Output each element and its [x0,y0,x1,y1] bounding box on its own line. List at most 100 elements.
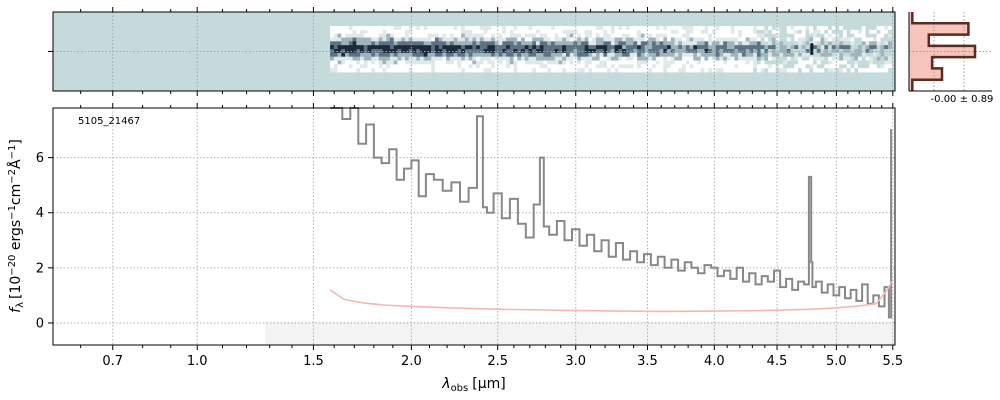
spectrum-2d-pixel-194 [389,33,395,38]
spectrum-2d-pixel-1683 [854,37,859,42]
spectrum-2d-pixel-857 [595,45,601,50]
spectrum-2d-pixel-1698 [857,49,863,54]
spectrum-2d-pixel-1236 [715,26,720,31]
spectrum-2d-pixel-399 [453,37,458,42]
spectrum-2d-pixel-586 [509,64,514,69]
spectrum-2d-pixel-46 [341,64,346,69]
spectrum-2d-pixel-230 [401,33,406,38]
spectrum-2d-pixel-1297 [734,29,739,35]
spectrum-2d-pixel-1326 [741,49,747,54]
spectrum-2d-pixel-224 [397,56,402,61]
spectrum-2d-pixel-1475 [786,68,792,73]
spectrum-2d-pixel-460 [472,41,477,46]
spectrum-2d-pixel-68 [348,56,353,61]
spectrum-2d-pixel-1062 [659,49,664,54]
spectrum-2d-pixel-391 [449,52,455,58]
spectrum-2d-pixel-1335 [745,37,750,42]
spectrum-2d-pixel-748 [562,41,567,46]
spectrum-2d-pixel-275 [412,68,417,73]
spectrum-2d-pixel-117 [363,60,368,65]
spectrum-2d-pixel-314 [427,33,432,38]
spectrum-2d-pixel-1543 [809,52,814,58]
spectrum-2d-pixel-1574 [820,33,825,38]
spectrum-2d-pixel-440 [464,56,470,61]
spectrum-2d-pixel-372 [446,26,451,31]
spectrum-2d-pixel-127 [367,52,372,58]
spectrum-2d-pixel-289 [419,29,425,35]
spectrum-2d-pixel-593 [513,45,518,50]
spectrum-2d-pixel-1147 [685,52,690,58]
spectrum-2d-pixel-660 [536,26,541,31]
spectrum-2d-pixel-1382 [760,33,765,38]
spectrum-2d-pixel-452 [468,56,473,61]
spectrum-2d-pixel-312 [427,26,432,31]
spectrum-2d-pixel-1047 [655,37,660,42]
spectrum-2d-pixel-1077 [663,60,668,65]
spectrum-2d-pixel-1296 [734,26,739,31]
spectrum-2d-pixel-641 [528,45,533,50]
spectrum-2d-pixel-1489 [794,29,799,35]
spectrum-2d-pixel-425 [461,45,466,50]
spectrum-2d-pixel-1488 [794,26,799,31]
spectrum-2d-pixel-919 [614,52,619,58]
spectrum-2d-pixel-1790 [887,33,893,38]
spectrum-2d-pixel-673 [539,29,544,35]
spectrum-2d-pixel-982 [633,64,638,69]
spectrum-2d-pixel-643 [528,52,533,58]
spectrum-2d-pixel-1391 [760,68,765,73]
spectrum-2d-pixel-1658 [846,33,851,38]
spectrum-2d-pixel-863 [595,68,601,73]
spectrum-2d-pixel-608 [517,56,522,61]
spectrum-2d-pixel-864 [599,26,604,31]
spectrum-2d-pixel-293 [419,45,425,50]
spectrum-2d-pixel-1780 [884,41,889,46]
spectrum-2d-pixel-1240 [715,41,720,46]
spectrum-2d-pixel-443 [464,68,470,73]
x-tick-label-7: 4.0 [704,354,725,369]
spectrum-2d-pixel-765 [565,60,571,65]
spectrum-2d-pixel-1174 [693,64,698,69]
spectrum-2d-pixel-1409 [768,45,773,50]
spectrum-2d-pixel-1592 [824,56,829,61]
spectrum-2d-pixel-1348 [749,41,754,46]
spectrum-2d-pixel-617 [521,45,526,50]
spectrum-2d-pixel-1764 [880,26,885,31]
spectrum-2d-pixel-1667 [846,68,851,73]
spectrum-2d-pixel-638 [528,33,533,38]
spectrum-2d-pixel-1515 [801,37,806,42]
spectrum-2d-pixel-1071 [663,37,668,42]
spectrum-2d-pixel-1242 [715,49,720,54]
spectrum-2d-pixel-550 [498,64,503,69]
spectrum-2d-pixel-937 [622,29,627,35]
spectrum-2d-pixel-352 [438,41,443,46]
spectrum-2d-pixel-1672 [850,41,855,46]
spectrum-2d-pixel-588 [513,26,518,31]
spectrum-2d-pixel-1758 [876,49,881,54]
spectrum-2d-pixel-803 [577,68,582,73]
spectrum-2d-pixel-101 [360,45,365,50]
spectrum-2d-pixel-191 [386,68,391,73]
spectrum-2d-pixel-1500 [798,26,803,31]
spectrum-2d-pixel-47 [341,68,346,73]
spectrum-2d-pixel-759 [565,37,571,42]
spectrum-2d-pixel-1581 [820,60,825,65]
spectrum-2d-pixel-1466 [786,33,792,38]
spectrum-2d-pixel-1653 [843,60,848,65]
spectrum-2d-pixel-1603 [828,52,833,58]
spectrum-2d-pixel-1012 [644,41,649,46]
spectrum-2d-pixel-1595 [824,68,829,73]
spectrum-2d-pixel-1756 [876,41,881,46]
spectrum-2d-pixel-856 [595,41,601,46]
spectrum-2d-pixel-850 [592,64,597,69]
spectrum-2d-pixel-983 [633,68,638,73]
spectrum-2d-pixel-1099 [670,52,675,58]
spectrum-2d-pixel-1576 [820,41,825,46]
spectrum-2d-pixel-749 [562,45,567,50]
spectrum-2d-pixel-724 [554,41,559,46]
spectrum-2d-pixel-1352 [749,56,754,61]
spectrum-2d-pixel-1104 [674,26,679,31]
spectrum-2d-pixel-1128 [682,26,687,31]
spectrum-2d-pixel-730 [554,64,559,69]
spectrum-2d-pixel-683 [539,68,544,73]
spectrum-2d-pixel-255 [408,37,413,42]
